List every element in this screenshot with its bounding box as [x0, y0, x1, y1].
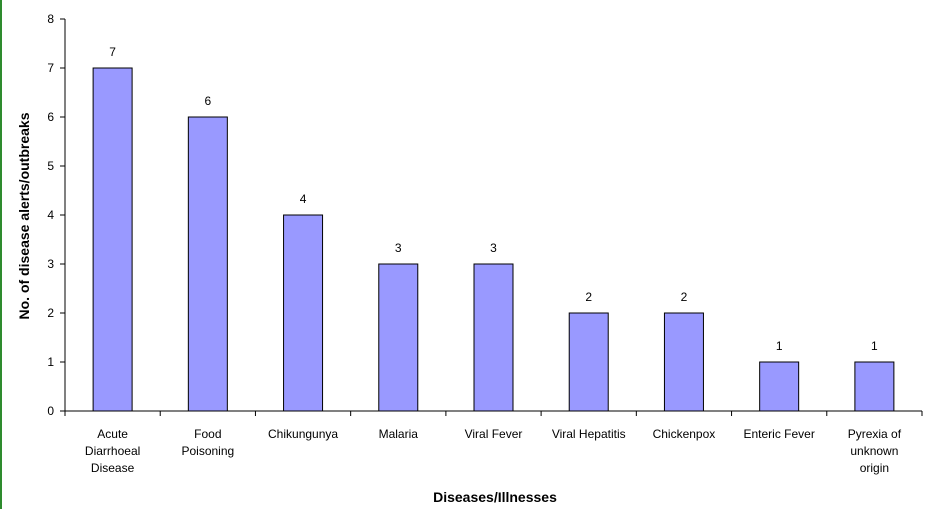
bar: [378, 263, 419, 412]
y-tick-label: 6: [47, 110, 54, 124]
x-tick-label: Chikungunya: [268, 427, 338, 441]
x-tick-label: Acute Diarrhoeal Disease: [85, 427, 140, 475]
data-label: 3: [395, 241, 402, 255]
y-tick-label: 2: [47, 306, 54, 320]
x-tick-label: Viral Hepatitis: [552, 427, 626, 441]
data-label: 3: [490, 241, 497, 255]
x-tick-label: Viral Fever: [465, 427, 523, 441]
bar: [663, 312, 704, 412]
data-label: 1: [871, 339, 878, 353]
bars: [92, 67, 895, 412]
bar: [854, 361, 895, 412]
x-tick-labels: Acute Diarrhoeal Disease Food Poisoning Chiku…: [85, 427, 902, 475]
y-tick-label: 8: [47, 12, 54, 26]
bar: [568, 312, 609, 412]
x-axis-title: Diseases/Illnesses: [433, 489, 557, 505]
x-tick-label: Chickenpox: [653, 427, 716, 441]
y-tick-label: 3: [47, 257, 54, 271]
data-label: 4: [300, 192, 307, 206]
data-label: 2: [585, 290, 592, 304]
y-tick-label: 7: [47, 61, 54, 75]
x-tick-label: Malaria: [379, 427, 419, 441]
y-tick-label: 4: [47, 208, 54, 222]
y-tick-label: 5: [47, 159, 54, 173]
bar: [283, 214, 324, 412]
data-label: 1: [776, 339, 783, 353]
data-label: 6: [204, 94, 211, 108]
x-tick-label: Pyrexia of unknown origin: [848, 427, 902, 475]
bar: [187, 116, 228, 412]
y-tick-label: 0: [47, 404, 54, 418]
data-label: 2: [681, 290, 688, 304]
y-axis: 0 1 2 3 4 5 6 7 8: [47, 12, 66, 418]
y-axis-title: No. of disease alerts/outbreaks: [16, 112, 32, 319]
x-tick-label: Enteric Fever: [743, 427, 814, 441]
x-tick-label: Food Poisoning: [181, 427, 234, 458]
bar: [92, 67, 133, 412]
y-tick-label: 1: [47, 355, 54, 369]
bar: [473, 263, 514, 412]
bar: [759, 361, 800, 412]
data-labels: 7 6 4 3 3 2 2 1 1: [109, 45, 878, 353]
x-axis: [64, 410, 923, 416]
data-label: 7: [109, 45, 116, 59]
